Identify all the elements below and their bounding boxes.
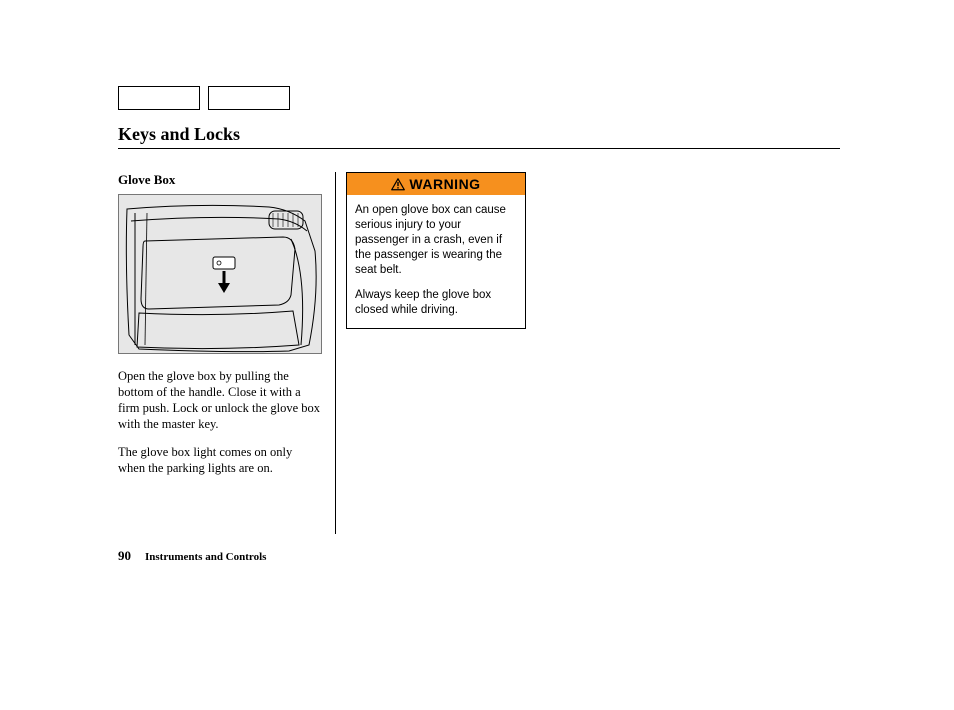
page-number: 90 <box>118 548 131 564</box>
warning-para-2: Always keep the glove box closed while d… <box>355 288 517 318</box>
header-box-2 <box>208 86 290 110</box>
column-divider <box>335 172 336 534</box>
para-glove-box-light: The glove box light comes on only when t… <box>118 444 322 476</box>
middle-column: WARNING An open glove box can cause seri… <box>346 172 526 329</box>
warning-triangle-icon <box>391 178 405 191</box>
warning-para-1: An open glove box can cause serious inju… <box>355 203 517 278</box>
para-open-glove-box: Open the glove box by pulling the bottom… <box>118 368 322 432</box>
warning-header: WARNING <box>347 173 525 195</box>
warning-body: An open glove box can cause serious inju… <box>347 195 525 328</box>
title-rule <box>118 148 840 149</box>
left-column: Glove Box <box>118 172 322 488</box>
manual-page: Keys and Locks Glove Box <box>0 0 954 710</box>
warning-label: WARNING <box>409 176 480 192</box>
warning-box: WARNING An open glove box can cause seri… <box>346 172 526 329</box>
page-footer: 90 Instruments and Controls <box>118 548 266 564</box>
glove-box-illustration <box>118 194 322 354</box>
page-title: Keys and Locks <box>118 124 240 145</box>
glove-box-svg <box>119 195 322 354</box>
header-boxes <box>118 86 290 110</box>
header-box-1 <box>118 86 200 110</box>
footer-section-label: Instruments and Controls <box>145 551 266 563</box>
glove-box-heading: Glove Box <box>118 172 322 188</box>
